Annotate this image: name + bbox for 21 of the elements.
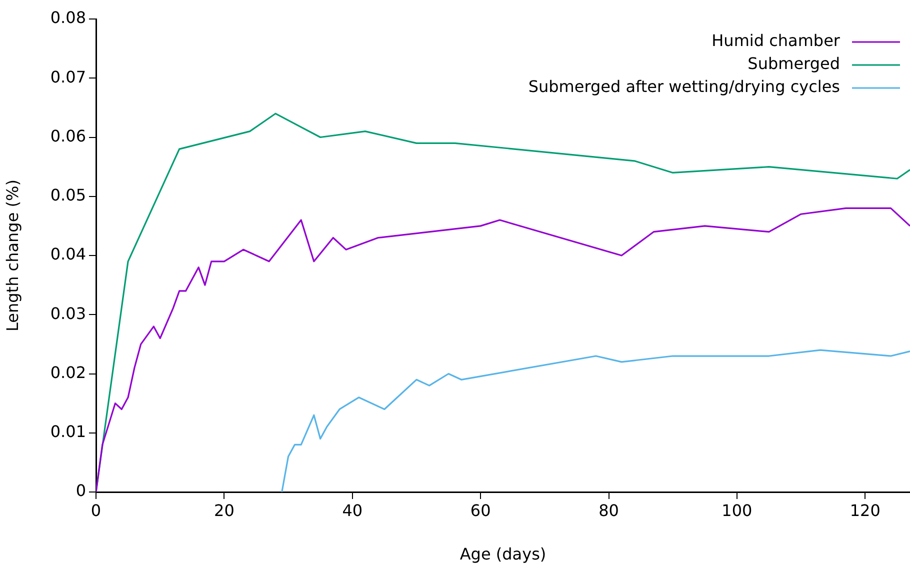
x-tick-label: 0 <box>90 500 102 520</box>
x-tick-label: 120 <box>850 500 880 520</box>
legend-label: Humid chamber <box>712 31 840 50</box>
x-tick-label: 40 <box>342 500 363 520</box>
legend-label: Submerged <box>748 54 840 74</box>
y-tick-label: 0.01 <box>50 422 86 442</box>
x-axis-title: Age (days) <box>460 544 546 564</box>
y-tick-label: 0.04 <box>50 244 86 264</box>
y-tick-label: 0 <box>76 481 86 500</box>
y-tick-label: 0.03 <box>50 304 86 323</box>
y-axis-title: Length change (%) <box>2 180 22 332</box>
x-tick-label: 100 <box>722 500 752 520</box>
y-tick-label: 0.08 <box>50 8 86 28</box>
x-tick-label: 60 <box>470 500 491 520</box>
y-tick-label: 0.07 <box>50 67 86 86</box>
y-tick-label: 0.05 <box>50 186 86 205</box>
y-tick-label: 0.06 <box>50 126 86 146</box>
x-tick-label: 80 <box>598 500 619 520</box>
y-tick-label: 0.02 <box>50 362 86 382</box>
legend-label: Submerged after wetting/drying cycles <box>528 77 840 96</box>
x-tick-label: 20 <box>214 500 234 520</box>
